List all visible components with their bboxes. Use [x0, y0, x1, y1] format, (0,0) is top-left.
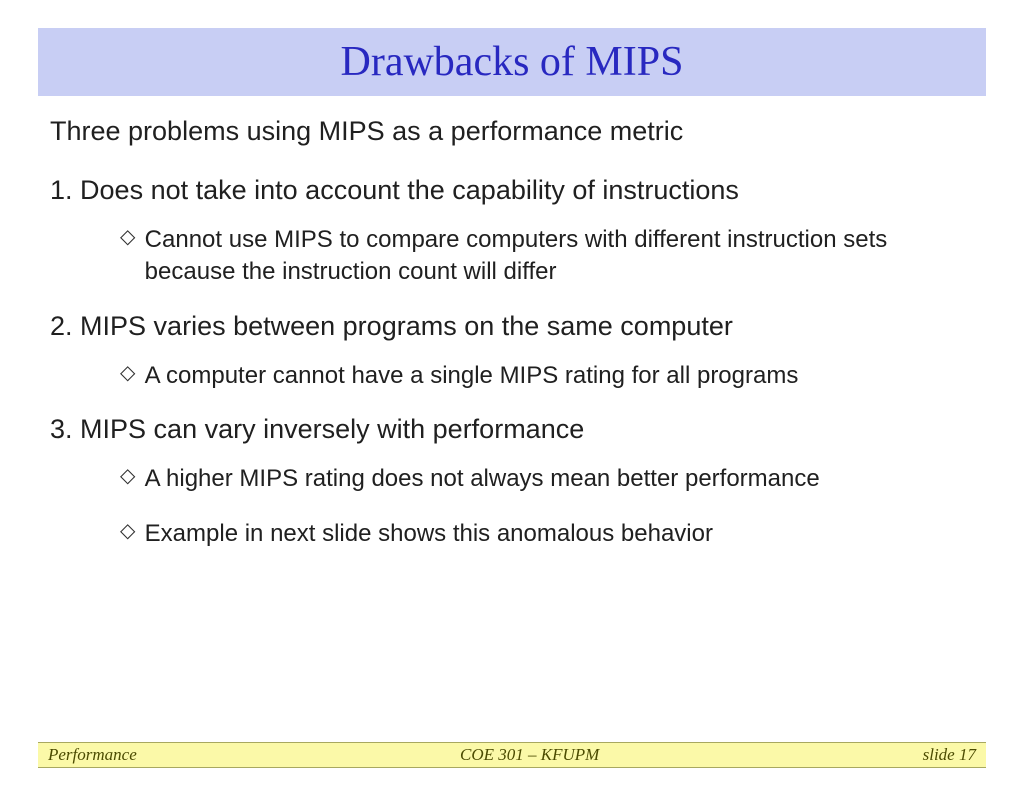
point-3-sub-2-text: Example in next slide shows this anomalo…	[145, 518, 969, 550]
point-3: 3. MIPS can vary inversely with performa…	[50, 414, 974, 445]
point-2-sub-1-text: A computer cannot have a single MIPS rat…	[145, 360, 969, 392]
point-3-text: MIPS can vary inversely with performance	[80, 414, 584, 444]
footer-left: Performance	[48, 745, 137, 765]
point-3-sub-2: ◇ Example in next slide shows this anoma…	[120, 518, 974, 550]
slide-footer: Performance COE 301 – KFUPM slide 17	[38, 742, 986, 768]
point-3-num: 3.	[50, 414, 73, 444]
footer-right: slide 17	[923, 745, 976, 765]
slide-title-bar: Drawbacks of MIPS	[38, 28, 986, 96]
point-1-sub-1: ◇ Cannot use MIPS to compare computers w…	[120, 224, 974, 289]
footer-center: COE 301 – KFUPM	[460, 745, 599, 765]
point-1: 1. Does not take into account the capabi…	[50, 175, 974, 206]
point-3-sub-1: ◇ A higher MIPS rating does not always m…	[120, 463, 974, 495]
diamond-icon: ◇	[120, 463, 138, 490]
slide-content: Three problems using MIPS as a performan…	[0, 96, 1024, 550]
diamond-icon: ◇	[120, 360, 138, 387]
point-3-sub-1-text: A higher MIPS rating does not always mea…	[145, 463, 969, 495]
point-1-num: 1.	[50, 175, 73, 205]
diamond-icon: ◇	[120, 224, 138, 251]
diamond-icon: ◇	[120, 518, 138, 545]
point-1-sub-1-text: Cannot use MIPS to compare computers wit…	[145, 224, 969, 289]
point-2: 2. MIPS varies between programs on the s…	[50, 311, 974, 342]
point-2-text: MIPS varies between programs on the same…	[80, 311, 733, 341]
point-1-text: Does not take into account the capabilit…	[80, 175, 739, 205]
point-2-num: 2.	[50, 311, 73, 341]
slide-title: Drawbacks of MIPS	[341, 39, 684, 85]
point-2-sub-1: ◇ A computer cannot have a single MIPS r…	[120, 360, 974, 392]
intro-text: Three problems using MIPS as a performan…	[50, 116, 974, 147]
